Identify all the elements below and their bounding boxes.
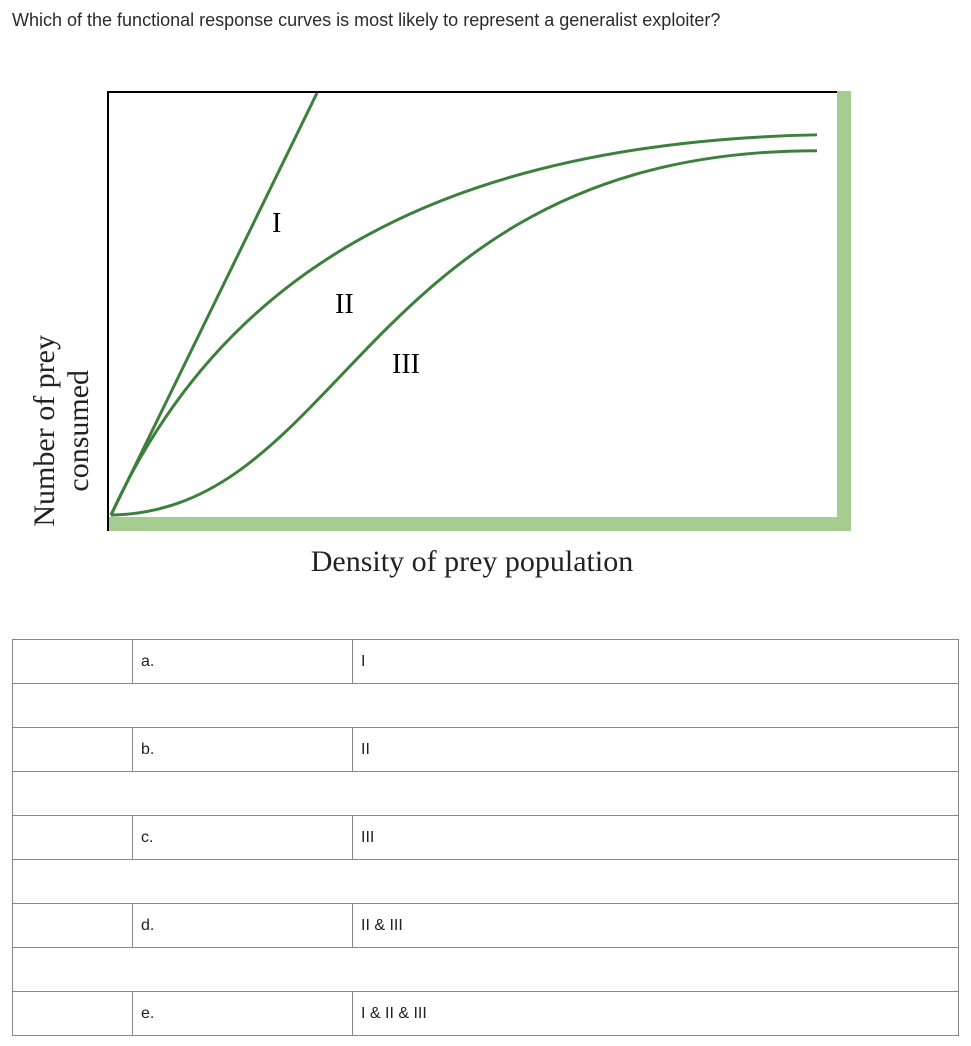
curve-I — [111, 93, 317, 515]
answer-letter: a. — [133, 640, 353, 684]
answer-value: I & II & III — [353, 992, 959, 1036]
plot-area: I II III — [107, 91, 837, 531]
answer-select-cell[interactable] — [13, 640, 133, 684]
row-gap — [13, 772, 959, 816]
answer-row[interactable]: b.II — [13, 728, 959, 772]
curve-label-III: III — [392, 349, 420, 381]
answer-table: a.Ib.IIc.IIId.II & IIIe.I & II & III — [12, 639, 959, 1036]
answer-select-cell[interactable] — [13, 728, 133, 772]
x-axis-label: Density of prey population — [107, 545, 837, 579]
curves-svg — [107, 93, 837, 531]
answer-row[interactable]: d.II & III — [13, 904, 959, 948]
y-axis-label: Number of prey consumed — [28, 335, 96, 527]
answer-value: I — [353, 640, 959, 684]
answer-letter: b. — [133, 728, 353, 772]
answer-select-cell[interactable] — [13, 992, 133, 1036]
answer-row[interactable]: c.III — [13, 816, 959, 860]
row-gap — [13, 948, 959, 992]
answer-value: II & III — [353, 904, 959, 948]
curve-III — [111, 151, 817, 515]
curve-label-II: II — [335, 289, 354, 321]
answer-row[interactable]: a.I — [13, 640, 959, 684]
answer-value: II — [353, 728, 959, 772]
answer-value: III — [353, 816, 959, 860]
answer-select-cell[interactable] — [13, 904, 133, 948]
right-axis-bar — [837, 91, 851, 531]
functional-response-chart: Number of prey consumed I II III Density… — [67, 91, 959, 579]
row-gap — [13, 684, 959, 728]
curve-II — [111, 135, 817, 515]
question-text: Which of the functional response curves … — [12, 10, 959, 31]
answer-select-cell[interactable] — [13, 816, 133, 860]
y-axis-label-line1: Number of prey — [28, 335, 62, 527]
answer-letter: c. — [133, 816, 353, 860]
row-gap — [13, 860, 959, 904]
y-axis-label-line2: consumed — [62, 335, 96, 527]
curve-label-I: I — [272, 208, 281, 240]
x-axis-bar — [109, 517, 851, 531]
answer-letter: e. — [133, 992, 353, 1036]
answer-row[interactable]: e.I & II & III — [13, 992, 959, 1036]
answer-letter: d. — [133, 904, 353, 948]
